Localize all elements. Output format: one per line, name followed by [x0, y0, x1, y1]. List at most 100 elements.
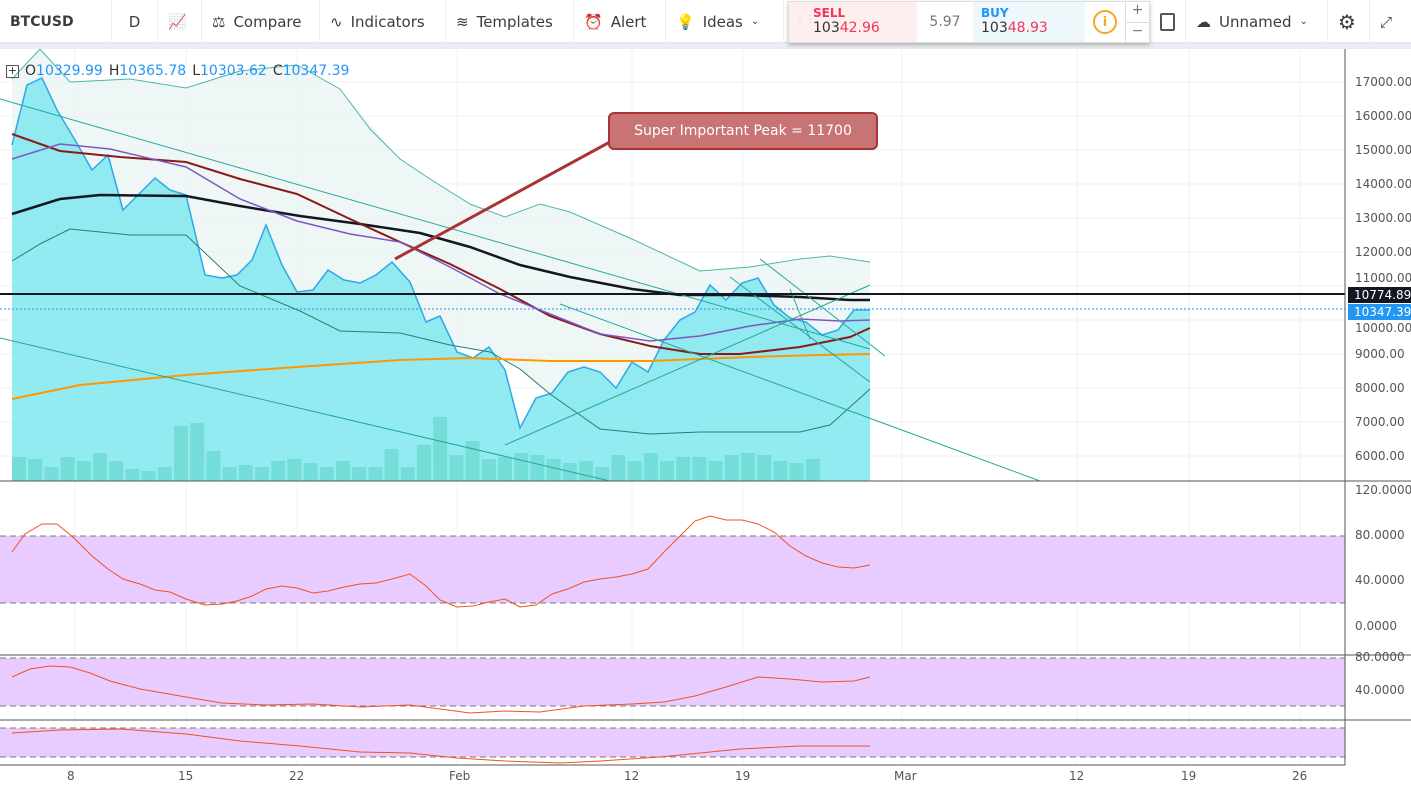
- volume-bar: [206, 451, 221, 481]
- time-axis-tick: 15: [178, 769, 194, 783]
- time-axis-tick: 22: [289, 769, 305, 783]
- sell-label: SELL: [813, 6, 846, 20]
- low-value: 10303.62: [200, 63, 267, 79]
- price-axis-tick: 8000.00: [1355, 381, 1405, 395]
- chart-canvas[interactable]: [0, 49, 1411, 788]
- layout-name: Unnamed: [1219, 12, 1292, 31]
- volume-bar: [336, 461, 350, 481]
- qty-minus-button[interactable]: −: [1131, 22, 1144, 39]
- settings-button[interactable]: ⚙: [1328, 0, 1370, 43]
- alert-clock-icon: ⏰: [584, 12, 603, 31]
- price-axis-tick: 13000.00: [1355, 211, 1411, 225]
- volume-bar: [530, 455, 545, 481]
- alert-button[interactable]: ⏰ Alert: [574, 0, 666, 43]
- last-price-label: 10347.39: [1348, 304, 1411, 320]
- moving-average-black: [11, 193, 870, 302]
- symbol-search[interactable]: BTCUSD: [0, 0, 112, 43]
- oscillator-1-line: [11, 515, 871, 608]
- lightbulb-icon: 💡: [676, 12, 695, 31]
- ohlc-legend: + O10329.99 H10365.78 L10303.62 C10347.3…: [6, 63, 349, 79]
- volume-bar: [595, 467, 610, 481]
- time-axis-tick: Feb: [449, 769, 471, 783]
- volume-bar: [514, 453, 529, 481]
- time-axis-tick: 26: [1292, 769, 1308, 783]
- time-axis-tick: Mar: [894, 769, 917, 783]
- interval-button[interactable]: D: [112, 0, 158, 43]
- compare-label: Compare: [233, 12, 302, 31]
- osc1-axis-tick: 80.0000: [1355, 528, 1405, 542]
- bollinger-upper: [11, 49, 871, 272]
- price-axis-tick: 11000.00: [1355, 271, 1411, 285]
- compare-icon: ⚖: [212, 12, 226, 31]
- buy-button[interactable]: BUY 10348.93: [973, 2, 1085, 42]
- annotation-callout[interactable]: Super Important Peak = 11700: [608, 112, 878, 150]
- fullscreen-square-button[interactable]: [1150, 0, 1186, 43]
- bollinger-band-fill: [12, 49, 870, 434]
- volume-bar: [789, 463, 804, 481]
- volume-bar: [643, 453, 658, 481]
- volume-bar: [627, 461, 642, 481]
- buy-label: BUY: [981, 6, 1009, 20]
- indicators-label: Indicators: [350, 12, 425, 31]
- price-axis-tick: 7000.00: [1355, 415, 1405, 429]
- volume-bar: [12, 457, 26, 481]
- layout-button[interactable]: ☁ Unnamed ⌄: [1186, 0, 1328, 43]
- price-axis-tick: 10000.00: [1355, 321, 1411, 335]
- volume-bar: [433, 417, 448, 481]
- volume-bar: [368, 467, 383, 481]
- volume-bar: [222, 467, 237, 481]
- volume-bar: [465, 441, 480, 481]
- sell-price-major: 103: [813, 20, 840, 36]
- volume-bar: [44, 467, 59, 481]
- sell-button[interactable]: ⋮⋮ SELL 10342.96: [789, 2, 917, 42]
- chart-style-button[interactable]: 📈: [158, 0, 202, 43]
- buy-price-major: 103: [981, 20, 1008, 36]
- drag-handle[interactable]: ⋮⋮: [795, 14, 815, 25]
- volume-bar: [708, 461, 723, 481]
- ideas-button[interactable]: 💡 Ideas ⌄: [666, 0, 784, 43]
- osc1-axis-tick: 40.0000: [1355, 573, 1405, 587]
- qty-plus-button[interactable]: +: [1126, 2, 1149, 23]
- low-label: L: [192, 63, 200, 79]
- fullscreen-button[interactable]: ⤢: [1370, 0, 1411, 43]
- osc2-band: [0, 658, 1345, 706]
- volume-bar: [757, 455, 772, 481]
- osc2-axis-tick: 80.0000: [1355, 650, 1405, 664]
- templates-label: Templates: [476, 12, 553, 31]
- volume-bar: [384, 449, 399, 481]
- volume-bar: [174, 426, 188, 481]
- trading-panel: ⋮⋮ SELL 10342.96 5.97 BUY 10348.93 i + −: [788, 1, 1150, 43]
- volume-bar: [190, 423, 205, 481]
- indicators-button[interactable]: ∿ Indicators: [320, 0, 446, 43]
- volume-bar: [400, 467, 415, 481]
- price-axis-tick: 12000.00: [1355, 245, 1411, 259]
- chevron-down-icon: ⌄: [750, 16, 760, 27]
- price-axis-tick: 9000.00: [1355, 347, 1405, 361]
- volume-bar: [546, 459, 561, 481]
- sell-price-minor: 42.96: [839, 20, 880, 36]
- volume-bar: [303, 463, 318, 481]
- moving-average-dark-red: [11, 133, 871, 355]
- expand-legend-icon[interactable]: +: [6, 64, 19, 78]
- open-label: O: [25, 63, 37, 79]
- osc1-band: [0, 536, 1345, 603]
- volume-bar: [238, 465, 253, 481]
- compare-button[interactable]: ⚖ Compare: [202, 0, 320, 43]
- volume-bar: [773, 461, 788, 481]
- volume-bar: [498, 457, 512, 481]
- volume-bar: [255, 467, 269, 481]
- volume-bar: [157, 467, 172, 481]
- price-axis-tick: 6000.00: [1355, 449, 1405, 463]
- interval-label: D: [128, 12, 141, 31]
- time-axis-tick: 19: [1181, 769, 1197, 783]
- templates-button[interactable]: ≋ Templates: [446, 0, 574, 43]
- indicators-icon: ∿: [330, 12, 343, 31]
- volume-bar: [141, 471, 156, 481]
- volume-bar: [805, 459, 820, 481]
- info-button[interactable]: i: [1085, 2, 1125, 42]
- alert-label: Alert: [610, 12, 647, 31]
- volume-bar: [724, 455, 739, 481]
- price-line: [11, 77, 870, 431]
- close-label: C: [272, 63, 283, 79]
- osc1-axis-tick: 0.0000: [1355, 619, 1397, 633]
